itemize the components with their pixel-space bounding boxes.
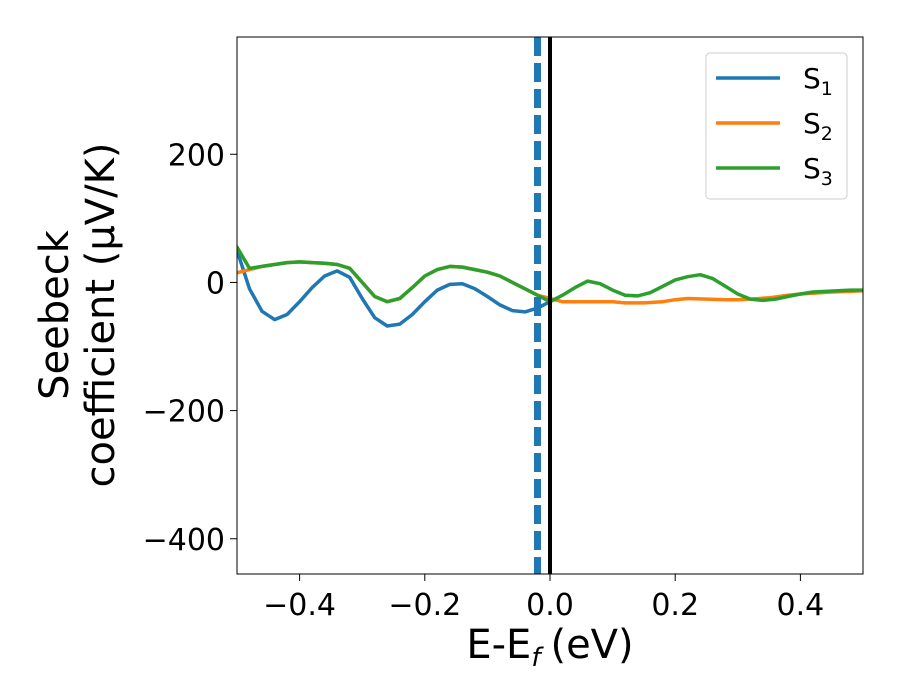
legend: S1 S2 S3 [705,52,848,200]
x-axis-label-main: E-E [466,622,531,668]
axes-frame [236,36,864,575]
y-axis-label: Seebeck coefficient (μV/K) [32,143,124,488]
legend-label-s1: S1 [803,62,833,100]
plot-content [237,37,863,574]
x-axis-label: E-Ef (eV) [466,622,633,673]
legend-label-s3: S3 [803,152,833,190]
y-axis-label-line2: coefficient (μV/K) [78,143,124,488]
legend-box [705,52,848,200]
legend-label-s2: S2 [803,107,833,145]
x-tick-label: −0.2 [388,588,461,623]
y-axis-ticks: −400 −200 0 200 [143,138,237,558]
x-tick-label: 0.4 [777,588,825,623]
x-tick-label: −0.4 [263,588,336,623]
y-tick-label: 0 [206,266,225,301]
y-tick-label: −200 [143,395,225,430]
x-tick-label: 0.0 [526,588,574,623]
y-axis-label-line1: Seebeck [32,229,78,400]
x-axis-label-subscript: f [531,643,544,673]
y-tick-label: −400 [143,523,225,558]
y-tick-label: 200 [168,138,225,173]
x-tick-label: 0.2 [651,588,699,623]
x-axis-label-unit: (eV) [550,622,633,668]
series-line-s1 [237,248,552,328]
x-axis-ticks: −0.4 −0.2 0.0 0.2 0.4 [263,574,824,623]
